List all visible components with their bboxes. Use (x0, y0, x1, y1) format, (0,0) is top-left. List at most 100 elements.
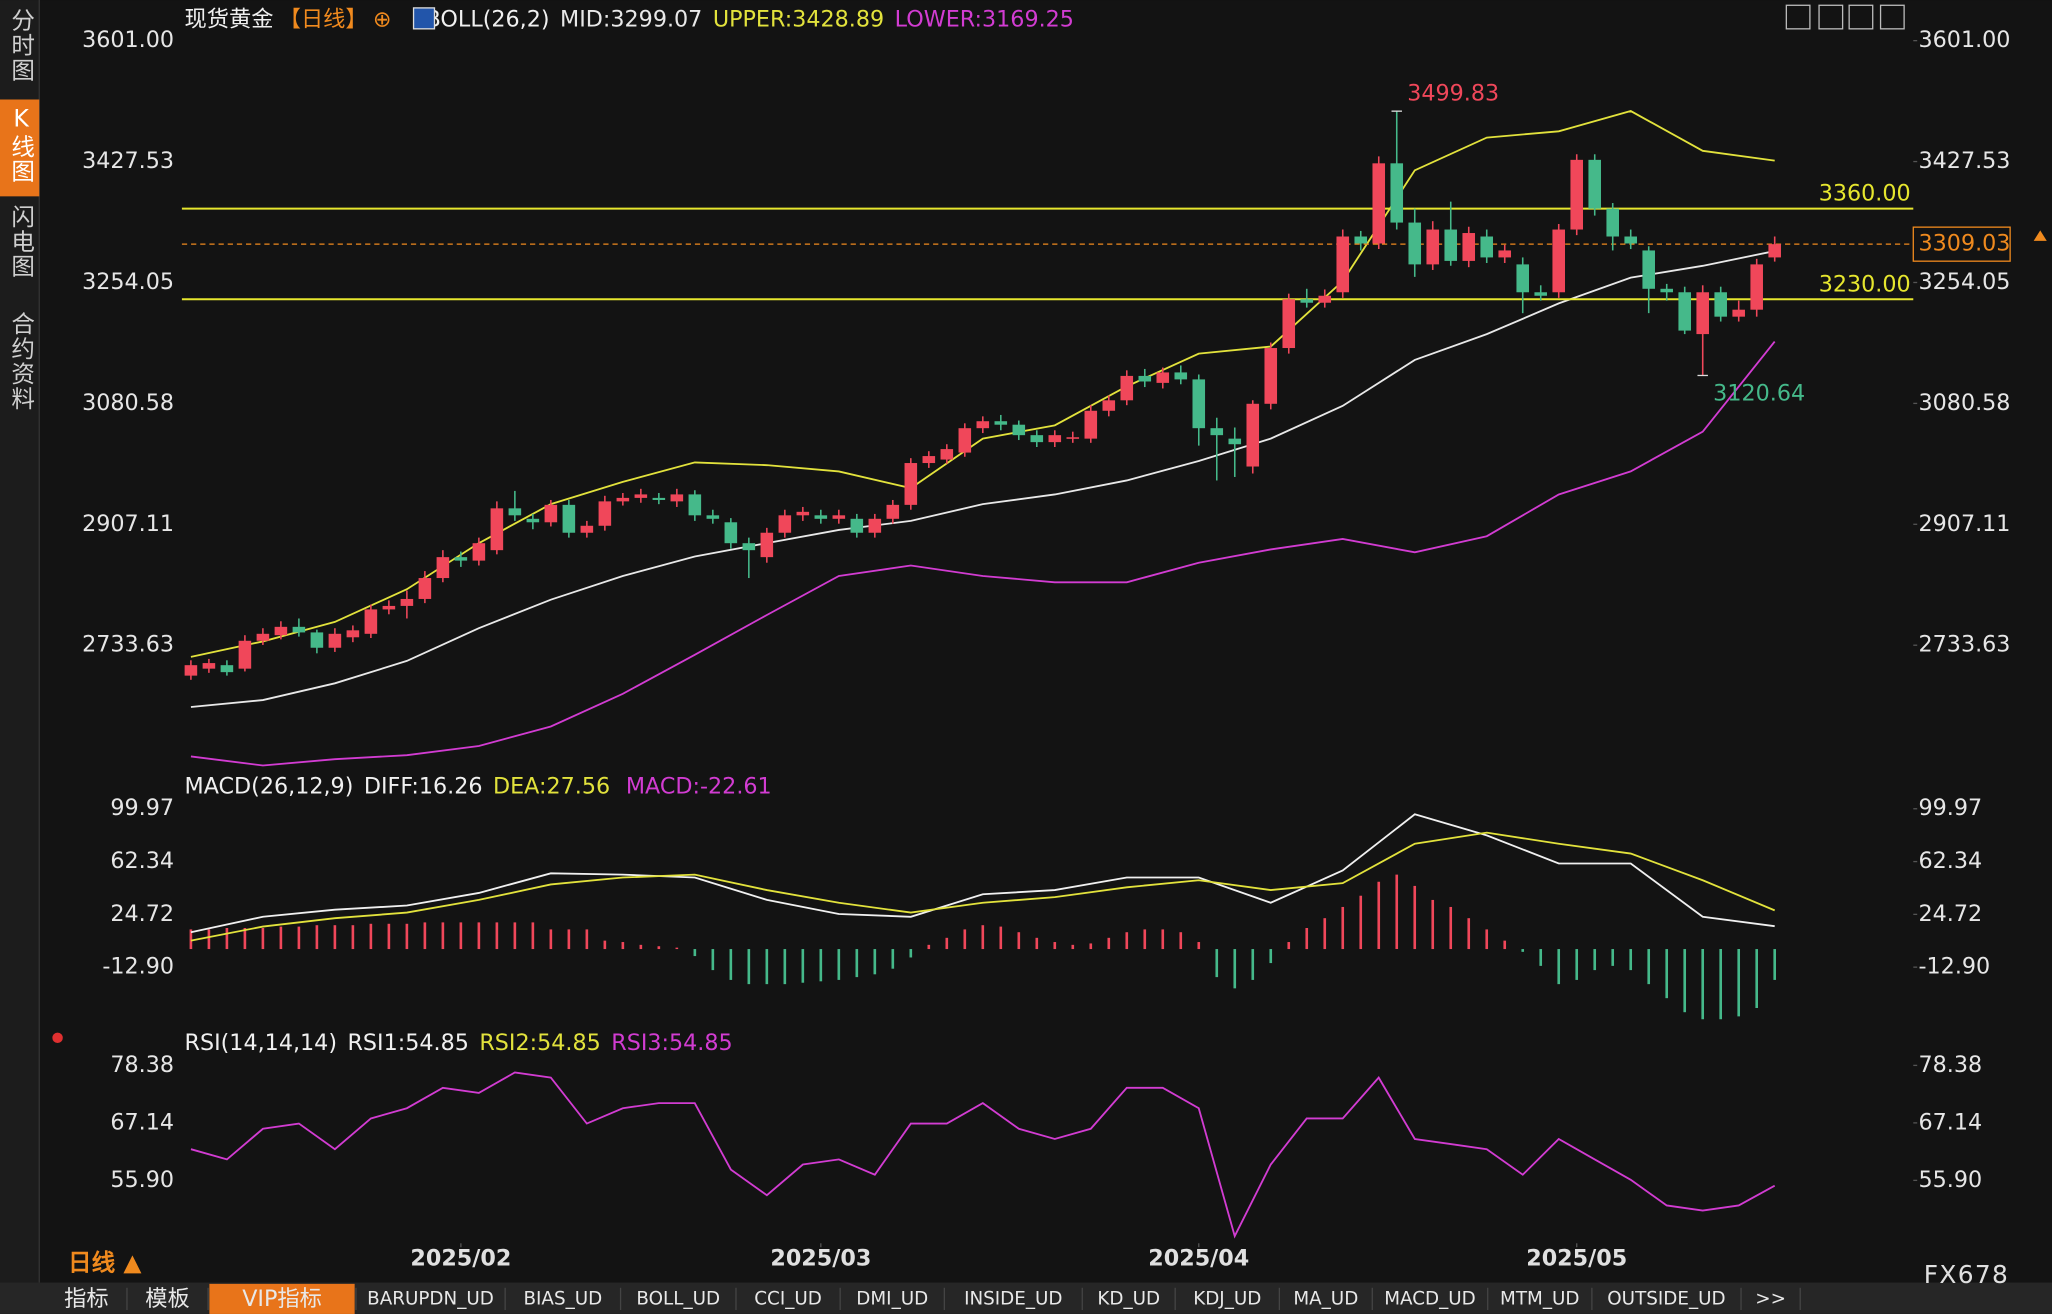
tab[interactable]: VIP指标 (242, 1286, 322, 1312)
candle-body (1426, 229, 1440, 265)
tab[interactable]: BARUPDN_UD (367, 1289, 494, 1310)
candle-body (382, 605, 396, 610)
candle-body (202, 663, 216, 669)
candle-body (562, 504, 576, 533)
icon[interactable] (1879, 4, 1905, 30)
candle-body (1750, 264, 1763, 310)
candle-body (1390, 163, 1404, 223)
candle-body (1516, 264, 1530, 293)
candle-body (184, 665, 198, 676)
candle-body (1588, 159, 1602, 209)
brand: FX678 (1924, 1260, 2009, 1289)
series-line (190, 831, 1776, 942)
y-tick-label-right: 78.38 (1919, 1052, 1983, 1078)
y-tick-label: 24.72 (110, 901, 174, 927)
tab[interactable]: CCI_UD (754, 1289, 822, 1310)
candle-body (1570, 159, 1584, 230)
tab[interactable]: >> (1755, 1289, 1786, 1310)
candle-body (238, 640, 252, 669)
y-tick-label-right: 67.14 (1919, 1109, 1983, 1135)
candle-body (1138, 375, 1152, 382)
candle-body (1480, 236, 1494, 258)
sidebar-tab[interactable]: 分时图 (7, 8, 35, 83)
series-line (190, 813, 1775, 934)
icon[interactable] (1785, 4, 1811, 30)
candle-body (292, 626, 306, 633)
candle-body (1300, 299, 1314, 303)
tab[interactable]: INSIDE_UD (964, 1289, 1062, 1310)
y-tick-label: 3080.58 (82, 390, 174, 416)
candle-body (1768, 244, 1781, 258)
y-tick-label-right: 2733.63 (1919, 632, 2011, 658)
icon[interactable] (1818, 4, 1844, 30)
legend-item: UPPER:3428.89 (713, 6, 884, 32)
legend-item: RSI2:54.85 (479, 1030, 600, 1056)
candle-body (760, 532, 774, 558)
tab[interactable]: OUTSIDE_UD (1607, 1289, 1725, 1310)
candle-body (778, 515, 792, 533)
y-tick-label-right: 3080.58 (1919, 390, 2011, 416)
candle-body (1210, 428, 1224, 436)
candle-body (796, 511, 810, 516)
tab[interactable]: MACD_UD (1384, 1289, 1476, 1310)
y-tick-label-right: 3601.00 (1919, 27, 2011, 53)
candle-body (544, 504, 558, 523)
candle-body (922, 456, 936, 464)
candle-body (886, 504, 900, 519)
sidebar-tab[interactable]: K线图 (7, 105, 35, 184)
candle-body (634, 494, 648, 498)
candle-body (814, 515, 828, 519)
candle-body (1660, 288, 1673, 293)
candle-body (598, 501, 612, 526)
candle-body (904, 463, 918, 505)
tab[interactable]: DMI_UD (856, 1289, 928, 1310)
tab[interactable]: BOLL_UD (636, 1289, 720, 1310)
candle-body (1462, 233, 1476, 261)
panel-header: RSI(14,14,14) RSI1:54.85 RSI2:54.85 RSI3:54… (185, 1030, 733, 1056)
tab[interactable]: MA_UD (1293, 1289, 1358, 1310)
y-tick-label: 78.38 (110, 1052, 174, 1078)
candle-body (1498, 250, 1512, 258)
candle-body (958, 428, 972, 453)
sidebar-tab[interactable]: 闪电图 (7, 204, 35, 279)
icon[interactable] (1848, 4, 1874, 30)
y-tick-label-right: -12.90 (1919, 954, 1991, 980)
y-tick-label-right: 2907.11 (1919, 511, 2011, 537)
tab[interactable]: KD_UD (1097, 1289, 1160, 1310)
legend-item: MACD(26,12,9) (185, 773, 354, 799)
annotation: 3120.64 (1713, 380, 1805, 406)
panel: 99.97 99.97 62.34 62.34 24.72 24.72 -12.90 -12.… (102, 773, 1991, 1020)
candle-body (508, 508, 522, 516)
y-tick-label-right: 3254.05 (1919, 269, 2011, 295)
y-tick-label: 62.34 (110, 848, 174, 874)
candle-body (1408, 222, 1422, 265)
candle-body (652, 497, 666, 500)
candle-body (616, 497, 630, 502)
candle-body (724, 522, 738, 544)
tab[interactable]: MTM_UD (1500, 1289, 1579, 1310)
tab[interactable]: 模板 (145, 1286, 189, 1312)
series-line (190, 341, 1776, 767)
icon: ⊕ (373, 6, 392, 32)
candle-body (1732, 309, 1745, 317)
legend-item: 现货黄金 (185, 6, 274, 32)
tab[interactable]: BIAS_UD (523, 1289, 602, 1310)
tab[interactable]: 指标 (64, 1286, 108, 1312)
period-label[interactable]: 日线 ▲ (68, 1249, 142, 1277)
candle-body (1642, 250, 1655, 289)
legend-item: DIFF:16.26 (364, 773, 483, 799)
candle-body (1336, 236, 1350, 293)
y-tick-label-right: 3427.53 (1919, 148, 2011, 174)
candle-body (1282, 299, 1296, 349)
y-tick-label: 3254.05 (82, 269, 174, 295)
candle-body (1012, 424, 1026, 436)
level-label: 3360.00 (1819, 181, 1911, 207)
candle-body (490, 508, 504, 551)
sidebar-tab[interactable]: 合约资料 (7, 311, 35, 411)
candle-body (1552, 229, 1566, 293)
candle-body (1696, 292, 1709, 335)
candle-body (706, 515, 720, 519)
tab[interactable]: KDJ_UD (1193, 1289, 1261, 1310)
